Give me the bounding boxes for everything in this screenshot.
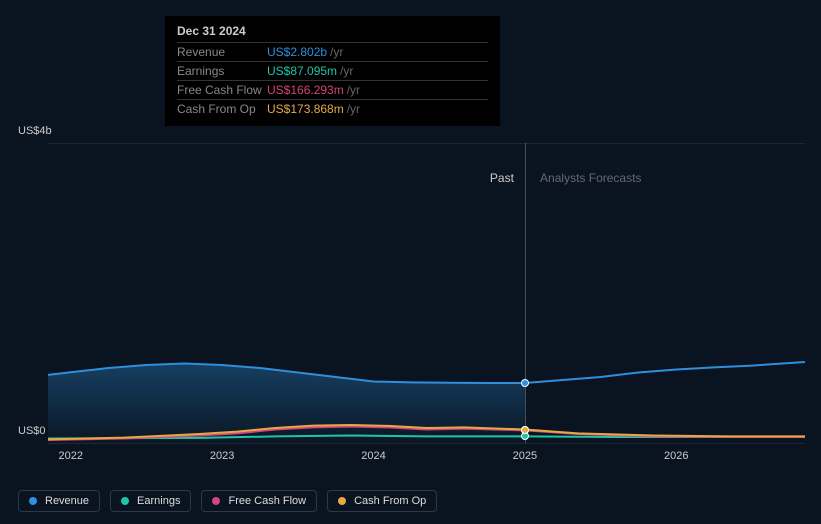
tooltip-metric-value: US$2.802b	[267, 45, 327, 59]
tooltip-row: Revenue US$2.802b /yr	[177, 42, 488, 61]
plot-region[interactable]: Past Analysts Forecasts	[48, 143, 805, 443]
tooltip-metric-unit: /yr	[330, 45, 343, 59]
x-tick: 2022	[58, 450, 82, 462]
tooltip-metric-unit: /yr	[347, 83, 360, 97]
tooltip-metric-label: Free Cash Flow	[177, 83, 267, 97]
legend-item[interactable]: Earnings	[110, 490, 191, 512]
x-tick: 2023	[210, 450, 234, 462]
chart-svg	[48, 143, 805, 443]
x-tick: 2026	[664, 450, 688, 462]
series-marker	[521, 426, 529, 434]
past-label: Past	[490, 171, 514, 185]
legend-dot-icon	[121, 497, 129, 505]
chart-area: US$4b US$0 Past Analysts Forecasts 2022 2…	[18, 125, 805, 470]
series-marker	[521, 379, 529, 387]
y-axis-top-label: US$4b	[18, 125, 52, 137]
tooltip-metric-unit: /yr	[340, 64, 353, 78]
legend-label: Revenue	[45, 495, 89, 507]
legend-dot-icon	[338, 497, 346, 505]
forecast-label: Analysts Forecasts	[540, 171, 641, 185]
x-tick: 2024	[361, 450, 385, 462]
y-axis-bottom-label: US$0	[18, 425, 46, 437]
legend: Revenue Earnings Free Cash Flow Cash From O…	[18, 490, 437, 512]
tooltip-metric-label: Revenue	[177, 45, 267, 59]
legend-label: Free Cash Flow	[228, 495, 306, 507]
tooltip-row: Free Cash Flow US$166.293m /yr	[177, 80, 488, 99]
tooltip-metric-unit: /yr	[347, 102, 360, 116]
tooltip-metric-label: Cash From Op	[177, 102, 267, 116]
legend-label: Earnings	[137, 495, 180, 507]
x-tick: 2025	[513, 450, 537, 462]
legend-item[interactable]: Revenue	[18, 490, 100, 512]
legend-item[interactable]: Cash From Op	[327, 490, 437, 512]
tooltip-metric-label: Earnings	[177, 64, 267, 78]
hover-tooltip: Dec 31 2024 Revenue US$2.802b /yrEarning…	[165, 16, 500, 126]
tooltip-metric-value: US$173.868m	[267, 102, 344, 116]
hover-line	[525, 143, 526, 443]
legend-label: Cash From Op	[354, 495, 426, 507]
legend-item[interactable]: Free Cash Flow	[201, 490, 317, 512]
tooltip-row: Cash From Op US$173.868m /yr	[177, 99, 488, 118]
tooltip-row: Earnings US$87.095m /yr	[177, 61, 488, 80]
tooltip-metric-value: US$166.293m	[267, 83, 344, 97]
tooltip-metric-value: US$87.095m	[267, 64, 337, 78]
gridline	[48, 443, 805, 444]
legend-dot-icon	[212, 497, 220, 505]
legend-dot-icon	[29, 497, 37, 505]
tooltip-date: Dec 31 2024	[177, 24, 488, 38]
